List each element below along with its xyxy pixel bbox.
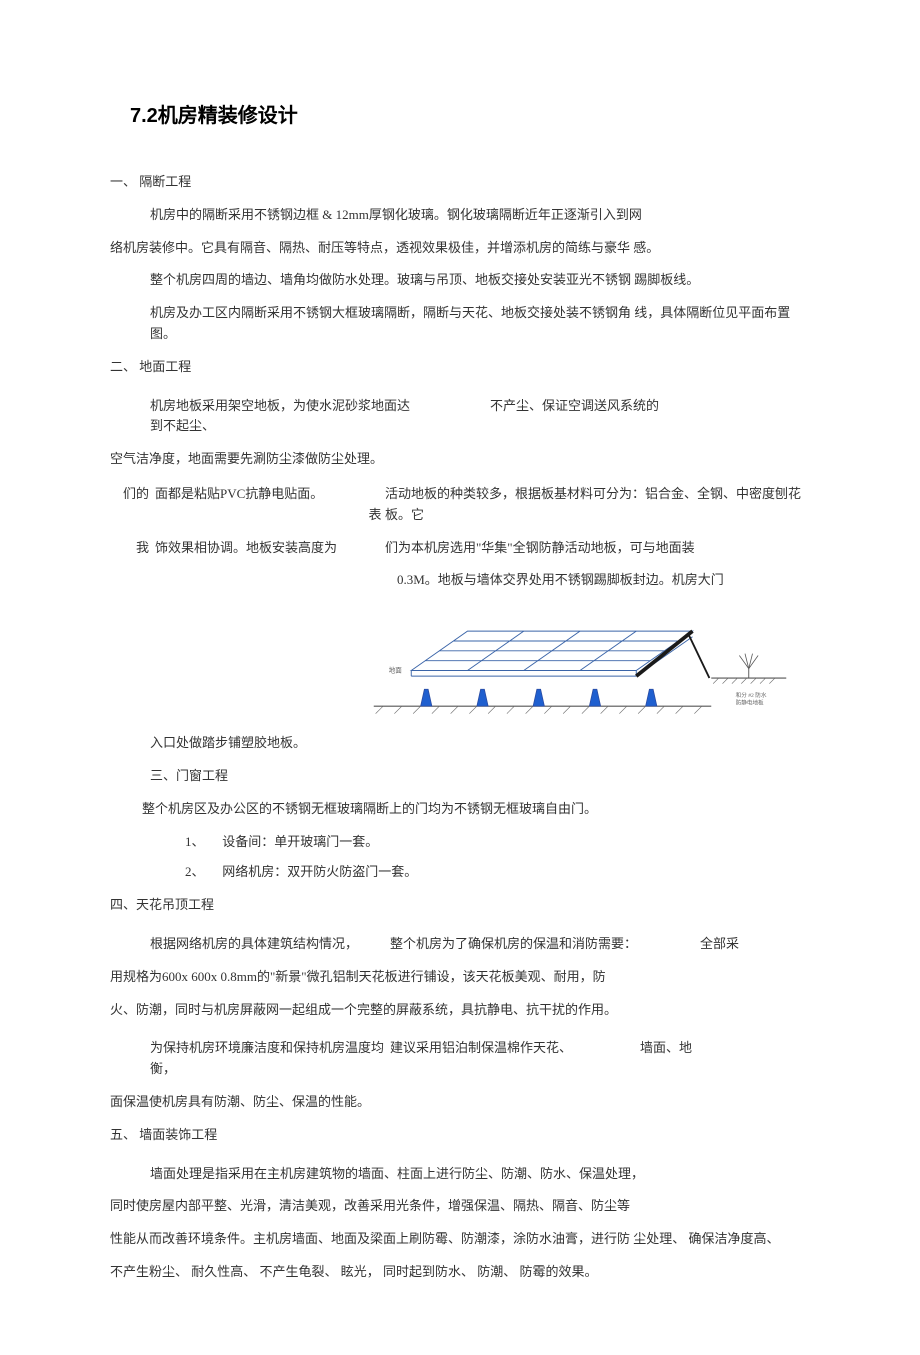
s3-item-2: 2、 网络机房：双开防火防盗门一套。 xyxy=(110,862,810,883)
section-1-heading: 一、 隔断工程 xyxy=(110,172,810,193)
s2-p1: 机房地板采用架空地板，为使水泥砂浆地面达到不起尘、 不产尘、保证空调送风系统的 xyxy=(110,396,810,438)
s4-p2: 用规格为600x 600x 0.8mm的"新景"微孔铝制天花板进行铺设，该天花板… xyxy=(110,967,810,988)
s2-grid-r2b: 饰效果相协调。地板安装高度为 xyxy=(155,538,365,559)
s3-p1: 整个机房区及办公区的不锈钢无框玻璃隔断上的门均为不锈钢无框玻璃自由门。 xyxy=(110,799,810,820)
s2-grid-r2a: 我 xyxy=(110,538,155,559)
s1-p4: 机房及办工区内隔断采用不锈钢大框玻璃隔断，隔断与天花、地板交接处装不锈钢角 线，… xyxy=(110,303,810,345)
s5-p4: 不产生粉尘、 耐久性高、 不产生龟裂、 眩光， 同时起到防水、 防潮、 防霉的效… xyxy=(110,1262,810,1283)
s4-p1c: 全部采 xyxy=(660,934,810,955)
section-4-heading: 四、天花吊顶工程 xyxy=(110,895,810,916)
diagram-label-floor: 地面 xyxy=(389,666,403,675)
s3-item-2-num: 2、 xyxy=(185,862,219,883)
svg-text:和分 #2 防水: 和分 #2 防水 xyxy=(736,691,767,699)
s2-p1a: 机房地板采用架空地板，为使水泥砂浆地面达到不起尘、 xyxy=(110,396,410,438)
section-5-heading: 五、 墙面装饰工程 xyxy=(110,1125,810,1146)
s3-item-2-text: 网络机房：双开防火防盗门一套。 xyxy=(222,864,417,879)
s4-p4a: 为保持机房环境廉洁度和保持机房温度均衡， xyxy=(110,1038,390,1080)
s2-grid: 们的 面都是粘贴PVC抗静电贴面。 表 活动地板的种类较多，根据板基材料可分为：… xyxy=(110,484,810,591)
s2-grid-r2c: 们为本机房选用"华集"全钢防静活动地板，可与地面装 xyxy=(385,538,810,559)
s2-grid-r1d: 活动地板的种类较多，根据板基材料可分为：铝合金、全钢、中密度刨花板。它 xyxy=(385,484,810,526)
floor-diagram-block: 入口处做踏步铺塑胶地板。 xyxy=(110,603,810,760)
floor-diagram-caption: 入口处做踏步铺塑胶地板。 xyxy=(110,733,310,760)
section-2-heading: 二、 地面工程 xyxy=(110,357,810,378)
s2-grid-r1b: 面都是粘贴PVC抗静电贴面。 xyxy=(155,484,365,526)
s4-p4: 为保持机房环境廉洁度和保持机房温度均衡， 建议采用铝泊制保温棉作天花、 墙面、地 xyxy=(110,1038,810,1080)
page-title: 7.2机房精装修设计 xyxy=(110,100,810,132)
s4-p1: 根据网络机房的具体建筑结构情况， 整个机房为了确保机房的保温和消防需要： 全部采 xyxy=(110,934,810,955)
s4-p4b: 建议采用铝泊制保温棉作天花、 xyxy=(390,1038,610,1080)
svg-text:防静电地板: 防静电地板 xyxy=(736,698,764,706)
s4-p3: 火、防潮，同时与机房屏蔽网一起组成一个完整的屏蔽系统，具抗静电、抗干扰的作用。 xyxy=(110,1000,810,1021)
s5-p1: 墙面处理是指采用在主机房建筑物的墙面、柱面上进行防尘、防潮、防水、保温处理， xyxy=(110,1164,810,1185)
s1-p3: 整个机房四周的墙边、墙角均做防水处理。玻璃与吊顶、地板交接处安装亚光不锈钢 踢脚… xyxy=(110,270,810,291)
s2-grid-r3: 0.3M。地板与墙体交界处用不锈钢踢脚板封边。机房大门 xyxy=(385,570,810,591)
s3-item-1-num: 1、 xyxy=(185,832,219,853)
s3-item-1: 1、 设备间：单开玻璃门一套。 xyxy=(110,832,810,853)
s1-p1: 机房中的隔断采用不锈钢边框 & 12mm厚钢化玻璃。钢化玻璃隔断近年正逐渐引入到… xyxy=(110,205,810,226)
s4-p1b: 整个机房为了确保机房的保温和消防需要： xyxy=(390,934,660,955)
floor-diagram: 地面 和分 #2 防水 防静电地板 xyxy=(350,603,810,760)
s1-p2: 络机房装修中。它具有隔音、隔热、耐压等特点，透视效果极佳，并增添机房的简练与豪华… xyxy=(110,238,810,259)
s2-grid-r1c: 表 xyxy=(365,505,385,526)
s3-item-1-text: 设备间：单开玻璃门一套。 xyxy=(222,834,378,849)
s4-p5: 面保温使机房具有防潮、防尘、保温的性能。 xyxy=(110,1092,810,1113)
s4-p4c: 墙面、地 xyxy=(610,1038,810,1080)
s2-p1b: 不产尘、保证空调送风系统的 xyxy=(410,396,810,438)
s2-p2: 空气洁净度，地面需要先涮防尘漆做防尘处理。 xyxy=(110,449,810,470)
s5-p3: 性能从而改善环境条件。主机房墙面、地面及梁面上刷防霉、防潮漆，涂防水油膏，进行防… xyxy=(110,1229,810,1250)
s5-p2: 同时使房屋内部平整、光滑，清洁美观，改善采用光条件，增强保温、隔热、隔音、防尘等 xyxy=(110,1196,810,1217)
section-3-heading: 三、门窗工程 xyxy=(110,766,810,787)
s2-grid-r1a: 们的 xyxy=(110,484,155,526)
s4-p1a: 根据网络机房的具体建筑结构情况， xyxy=(110,934,390,955)
